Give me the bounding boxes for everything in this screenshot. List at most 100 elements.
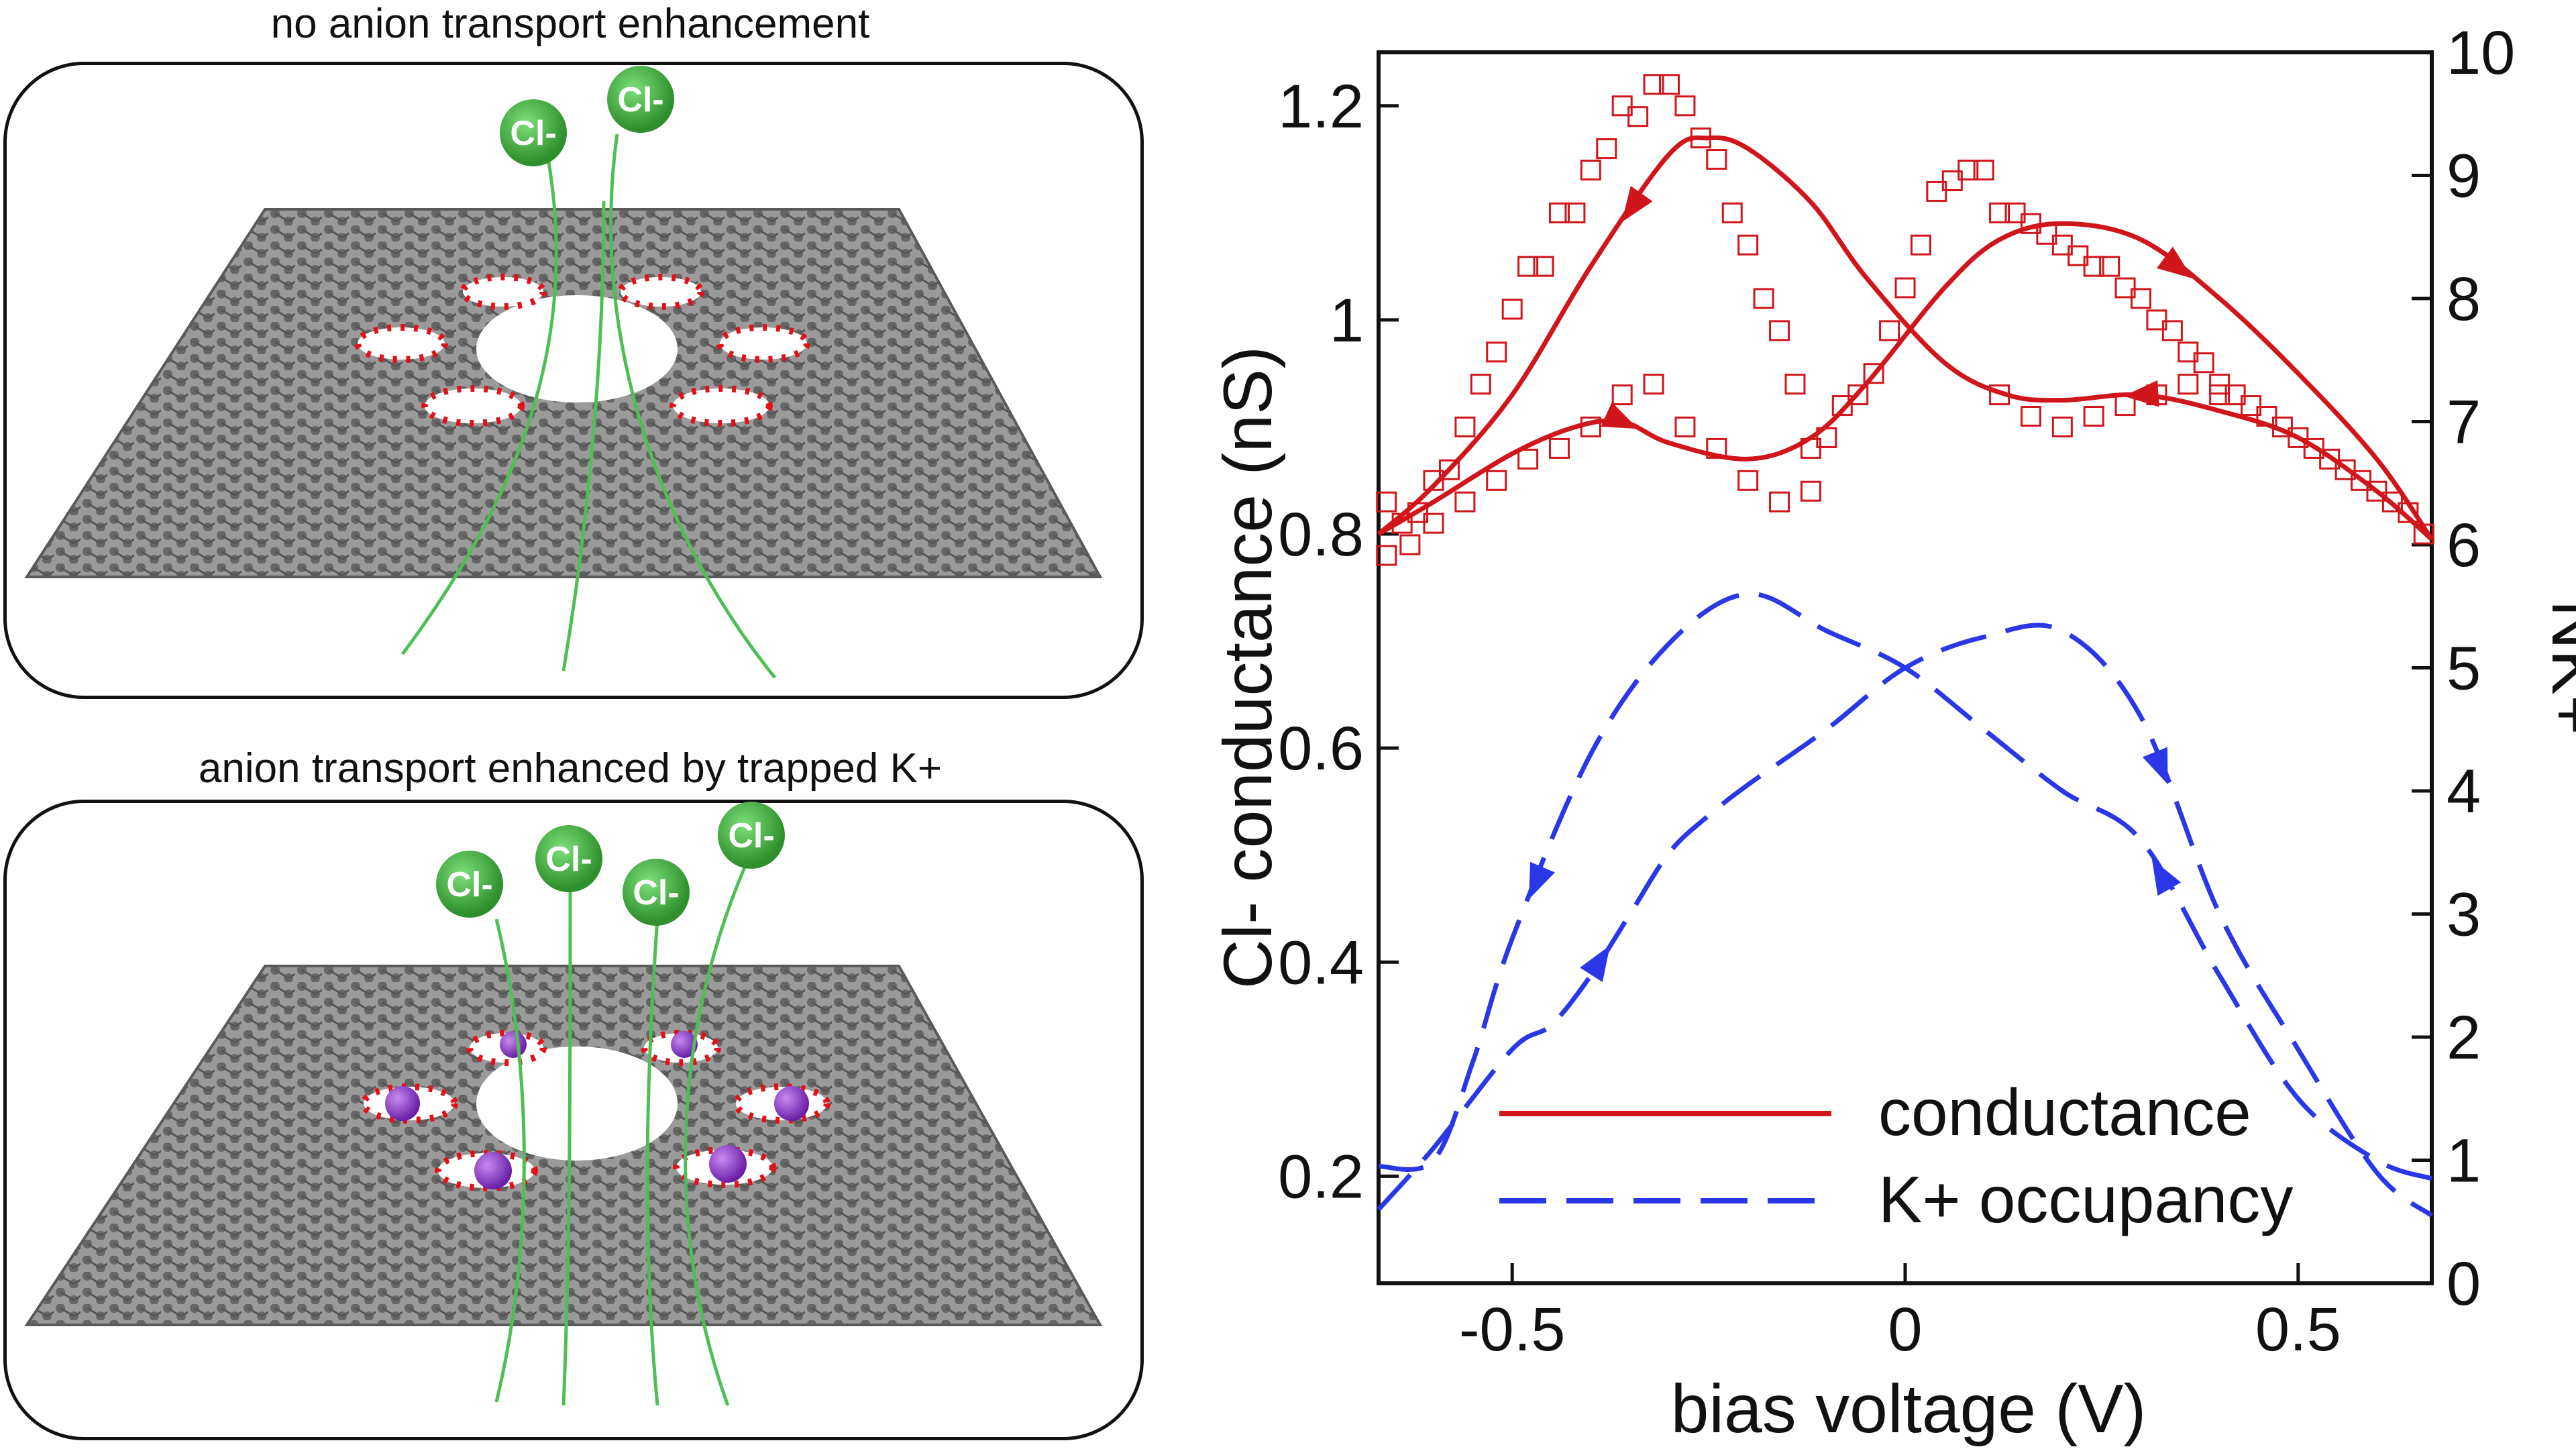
conductance-data-marker [1894,277,1916,299]
conductance-data-marker [2398,502,2419,523]
chloride-ion-label: Cl- [510,114,556,153]
chloride-ion-label: Cl- [617,80,663,119]
conductance-data-marker [1879,320,1900,341]
top-chloride-ions: Cl- Cl- [500,66,674,166]
conductance-data-marker [2303,437,2324,459]
conductance-data-marker [2334,459,2356,480]
conductance-data-marker [1423,513,1444,534]
direction-arrow [1621,186,1653,223]
direction-arrow [1580,945,1611,982]
top-flow-arrows [400,133,776,679]
left-tick-label: 0.6 [1278,714,1364,783]
conductance-data-marker [1517,448,1539,470]
right-tick-label: 7 [2447,388,2481,457]
right-tick-label: 3 [2447,881,2481,949]
conductance-data-marker [2051,416,2073,437]
chloride-ion [500,99,567,166]
conductance-data-marker [1454,491,1476,513]
conductance-data-marker [2036,223,2057,245]
conductance-data-marker [1800,437,1821,459]
conductance-data-marker [2178,341,2199,363]
conductance-data-marker [1643,374,1664,395]
conductance-data-marker [1769,491,1790,513]
conductance-data-marker [1706,437,1727,459]
chloride-ion-label: Cl- [446,865,492,904]
direction-arrow [2142,747,2168,785]
conductance-data-marker [2161,320,2183,341]
x-axis-label: bias voltage (V) [1671,1371,2147,1447]
conductance-data-marker [1957,160,1979,181]
conductance-data-marker [2083,406,2104,427]
conductance-data-marker [2256,406,2277,427]
direction-arrow [2156,246,2193,278]
conductance-data-marker [2413,523,2434,545]
conductance-data-marker [2146,384,2167,406]
conductance-data-marker [1706,149,1727,170]
right-tick-label: 1 [2447,1127,2481,1195]
conductance-data-marker [2178,374,2199,395]
y-axis-label: Cl- conductance (nS) [1210,346,1286,989]
conductance-data-marker [1643,74,1664,95]
occupancy-series-line [1377,623,2434,1218]
conductance-data-marker [1611,95,1633,117]
conductance-data-marker [1376,491,1397,513]
right-tick-label: 5 [2447,635,2481,703]
conductance-data-marker [2004,202,2026,223]
conductance-data-marker [1800,480,1821,502]
direction-arrow [2123,380,2159,407]
conductance-data-marker [2130,288,2151,309]
chloride-ion-label: Cl- [728,816,774,855]
conductance-data-marker [1423,470,1444,491]
bottom-axis-ticks: -0.5 0 0.5 [1459,1263,2341,1364]
plot-frame [1377,50,2434,1285]
right-tick-label: 6 [2447,511,2481,580]
chloride-ion-label: Cl- [545,840,592,879]
legend-label-occupancy: K+ occupancy [1878,1163,2293,1236]
bottom-flow-arrows [494,851,753,1406]
conductance-data-marker [1391,513,1413,534]
conductance-data-marker [1989,384,2010,406]
conductance-data-marker [2241,395,2262,417]
conductance-data-marker [2288,427,2309,448]
conductance-data-marker [1690,127,1711,149]
conductance-data-marker [1580,160,1601,181]
left-tick-label: 0.8 [1278,500,1364,569]
right-tick-label: 8 [2447,265,2481,333]
right-tick-label: 2 [2447,1004,2481,1072]
conductance-data-marker [1973,160,1994,181]
legend-label-conductance: conductance [1878,1075,2251,1149]
conductance-data-marker [1989,202,2010,223]
conductance-data-marker [2209,374,2231,395]
conductance-data-marker [2351,470,2372,491]
conductance-data-marker [1721,202,1743,223]
left-tick-label: 1.2 [1278,72,1364,141]
conductance-data-marker [1486,470,1507,491]
conductance-data-marker [2209,384,2231,406]
bottom-panel-title: anion transport enhanced by trapped K+ [198,745,943,792]
direction-arrows [1529,186,2193,982]
conductance-data-marker [2114,277,2136,299]
conductance-data-marker [1769,320,1790,341]
chloride-ion [623,859,690,926]
bottom-tick-label: -0.5 [1459,1295,1566,1364]
conductance-data-marker [2099,256,2121,277]
conductance-data-marker [2381,491,2403,513]
bottom-tick-label: 0.5 [2255,1295,2341,1364]
bottom-tick-label: 0 [1888,1295,1922,1364]
conductance-series-line [1377,135,2434,541]
chloride-ion-label: Cl- [633,873,679,912]
left-axis-ticks: 0.2 0.4 0.6 0.8 1 1.2 [1278,72,1399,1211]
right-axis-ticks: 0 1 2 3 4 5 6 7 8 9 10 [2412,19,2515,1318]
series-layer [1377,135,2434,1218]
conductance-data-marker [2319,448,2341,470]
conductance-data-marker [1674,416,1696,437]
conductance-data-marker [2051,234,2073,256]
conductance-data-marker [1831,395,1853,417]
conductance-data-marker [1533,256,1554,277]
conductance-data-marker [2068,245,2089,266]
bottom-chloride-ions: Cl- Cl- Cl- Cl- [436,802,785,926]
conductance-data-marker [1659,74,1680,95]
chloride-ion [436,851,503,918]
conductance-data-marker [1863,363,1884,384]
graphene-illustrations: Cl- Cl- Cl- Cl- Cl- Cl- [24,66,1103,1406]
